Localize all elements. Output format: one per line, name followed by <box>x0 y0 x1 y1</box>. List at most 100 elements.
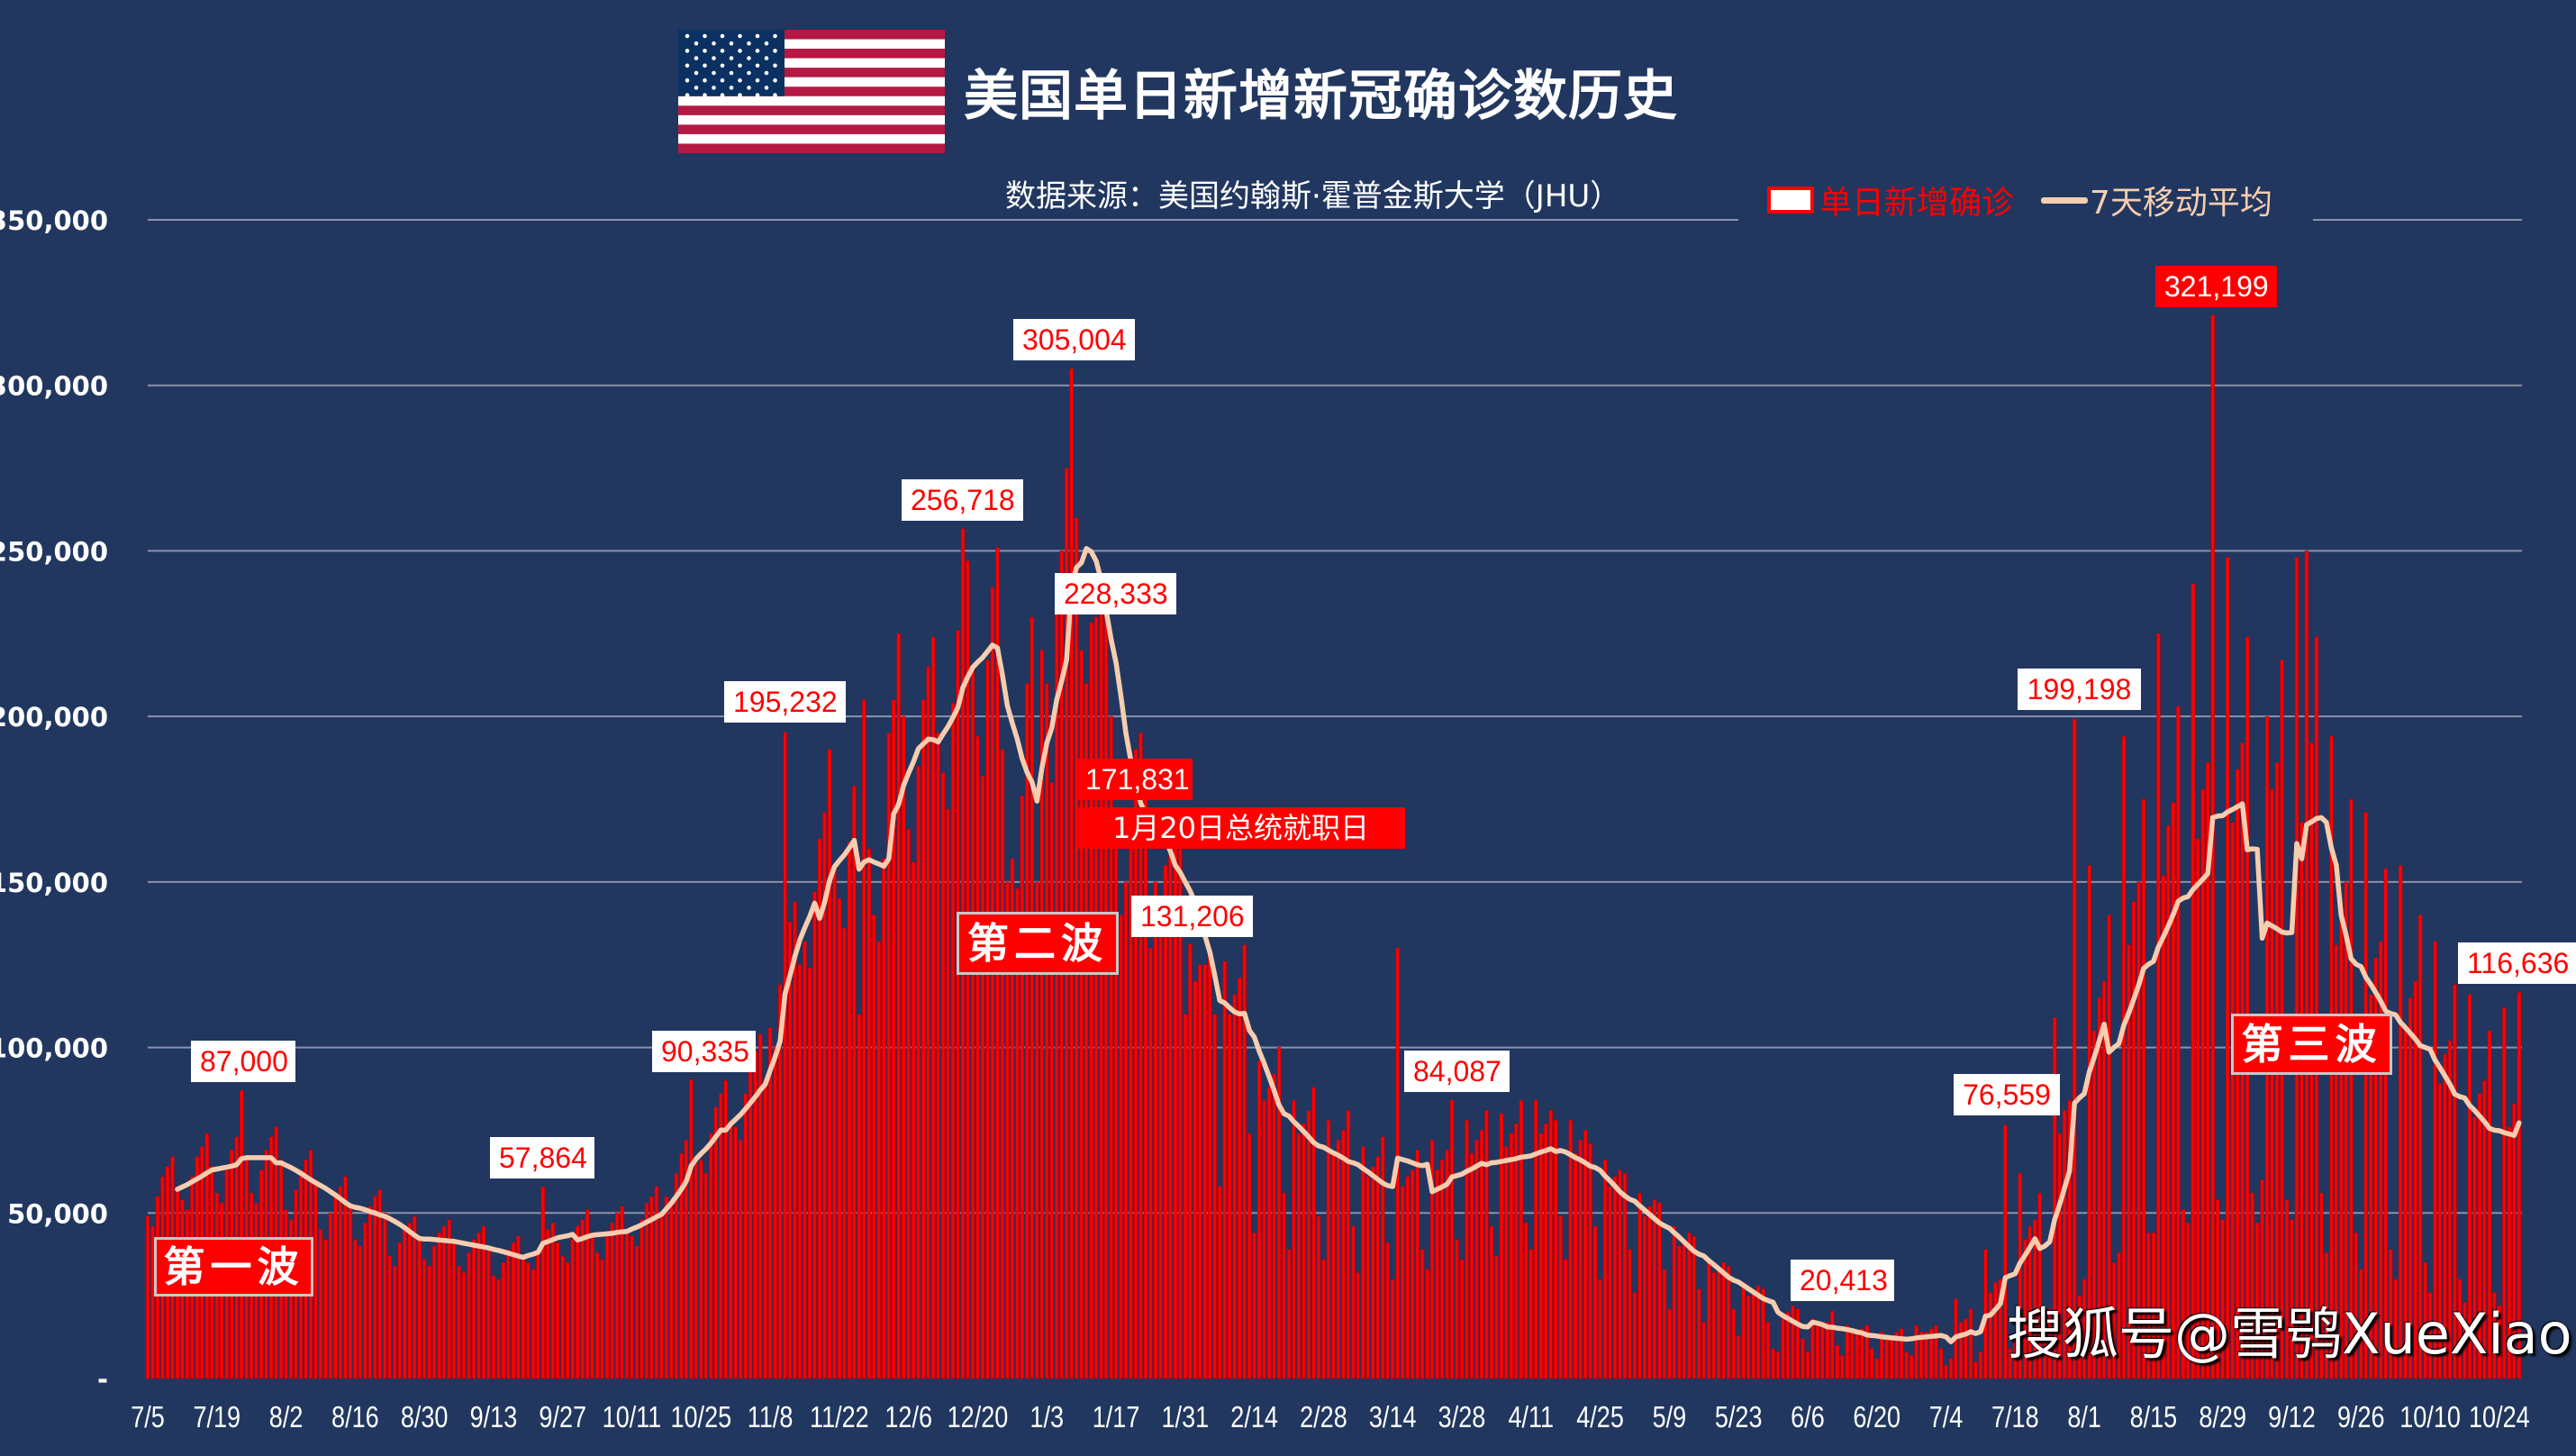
bar <box>2097 997 2101 1379</box>
chart-title: 美国单日新增新冠确诊数历史 <box>964 65 1678 128</box>
bar <box>1302 1123 1306 1379</box>
y-tick-label: 300,000 <box>0 371 108 402</box>
bar <box>1282 1192 1286 1379</box>
moving-average-line <box>175 546 2522 1344</box>
bar <box>1163 865 1168 1379</box>
bar <box>1632 1292 1637 1379</box>
bar <box>451 1239 457 1379</box>
bar <box>2359 1269 2363 1379</box>
bar <box>288 1219 294 1379</box>
flag-stripe <box>678 96 945 106</box>
bar <box>501 1262 506 1379</box>
flag-star <box>685 49 690 53</box>
flag-star <box>764 70 769 76</box>
flag-star <box>703 77 707 83</box>
bar <box>2453 984 2457 1379</box>
x-tick-label: 11/8 <box>748 1402 794 1434</box>
bar <box>2379 941 2383 1379</box>
x-tick-label: 12/20 <box>948 1402 1009 1434</box>
bar <box>2216 1199 2220 1379</box>
bar <box>1682 1239 1687 1379</box>
bar <box>1296 1133 1302 1379</box>
bar <box>2037 1192 2042 1379</box>
flag-star <box>764 86 769 90</box>
bar <box>1514 1123 1519 1379</box>
flag-stripe <box>678 77 945 87</box>
bar <box>2117 1252 2121 1379</box>
bar <box>1934 1324 1938 1379</box>
bar <box>2121 735 2127 1379</box>
flag-star <box>738 93 742 97</box>
bar <box>1049 782 1054 1379</box>
bar <box>1228 1014 1232 1379</box>
bar <box>471 1239 476 1379</box>
bar <box>743 1093 748 1379</box>
bar <box>461 1272 467 1379</box>
y-axis-ticks: - 50,000 100,000 150,000 200,000 250,000 300,0… <box>0 205 108 1395</box>
bar <box>1405 1176 1410 1379</box>
bar <box>2482 1080 2487 1379</box>
bar <box>664 1196 669 1379</box>
bar <box>431 1245 437 1379</box>
bar <box>1968 1308 1973 1379</box>
bar <box>2166 825 2171 1379</box>
x-tick-label: 7/5 <box>131 1402 165 1434</box>
bar <box>2512 1103 2517 1379</box>
bar <box>2423 1262 2427 1379</box>
flag-star <box>712 56 716 60</box>
bar <box>318 1229 323 1379</box>
flag-star <box>720 93 725 97</box>
bar <box>1455 1239 1459 1379</box>
bar <box>2344 881 2349 1379</box>
flag-star <box>773 63 777 68</box>
data-label-116636: 116,636 <box>2458 942 2576 984</box>
bar <box>896 632 901 1379</box>
bar <box>644 1202 649 1379</box>
bar <box>486 1245 491 1379</box>
bar <box>1687 1233 1692 1379</box>
bar <box>511 1242 516 1379</box>
data-label-195232: 195,232 <box>724 681 846 723</box>
bar <box>842 927 847 1379</box>
bar <box>902 715 906 1379</box>
bar <box>373 1196 377 1379</box>
y-tick-label: 200,000 <box>0 702 108 733</box>
bar <box>1385 1242 1390 1379</box>
bar <box>1864 1324 1869 1379</box>
x-tick-label: 7/18 <box>1991 1402 2039 1434</box>
bar <box>1079 650 1084 1379</box>
bar <box>2127 944 2131 1379</box>
bar <box>585 1209 590 1379</box>
x-tick-label: 5/9 <box>1653 1402 1687 1434</box>
y-tick-label: 100,000 <box>0 1033 108 1064</box>
bar <box>1193 980 1198 1379</box>
bar <box>1188 943 1193 1379</box>
bar <box>1914 1324 1918 1379</box>
bar <box>1202 964 1207 1379</box>
bar <box>1262 1100 1266 1379</box>
bar <box>1375 1156 1380 1379</box>
bar <box>516 1235 521 1379</box>
us-flag-icon <box>678 30 945 153</box>
bar <box>1415 1150 1420 1379</box>
bar <box>2324 1252 2329 1379</box>
bar <box>2161 875 2166 1379</box>
bar <box>1045 683 1049 1379</box>
x-tick-label: 8/29 <box>2199 1402 2246 1434</box>
bar <box>1820 1322 1825 1379</box>
bar <box>1890 1334 1894 1379</box>
x-tick-label: 11/22 <box>810 1402 869 1434</box>
bar <box>1509 1133 1514 1379</box>
bar <box>857 1014 862 1379</box>
data-label-256718: 256,718 <box>902 479 1023 521</box>
bar <box>921 699 926 1379</box>
bar <box>1232 994 1237 1379</box>
x-tick-label: 1/17 <box>1093 1402 1140 1434</box>
bar <box>1973 1361 1978 1379</box>
bar <box>1381 1136 1385 1379</box>
bar <box>1474 1140 1479 1379</box>
bar <box>1429 1140 1435 1379</box>
data-label-20413: 20,413 <box>1791 1260 1894 1301</box>
x-tick-label: 9/26 <box>2337 1402 2385 1434</box>
bar <box>2196 838 2200 1379</box>
